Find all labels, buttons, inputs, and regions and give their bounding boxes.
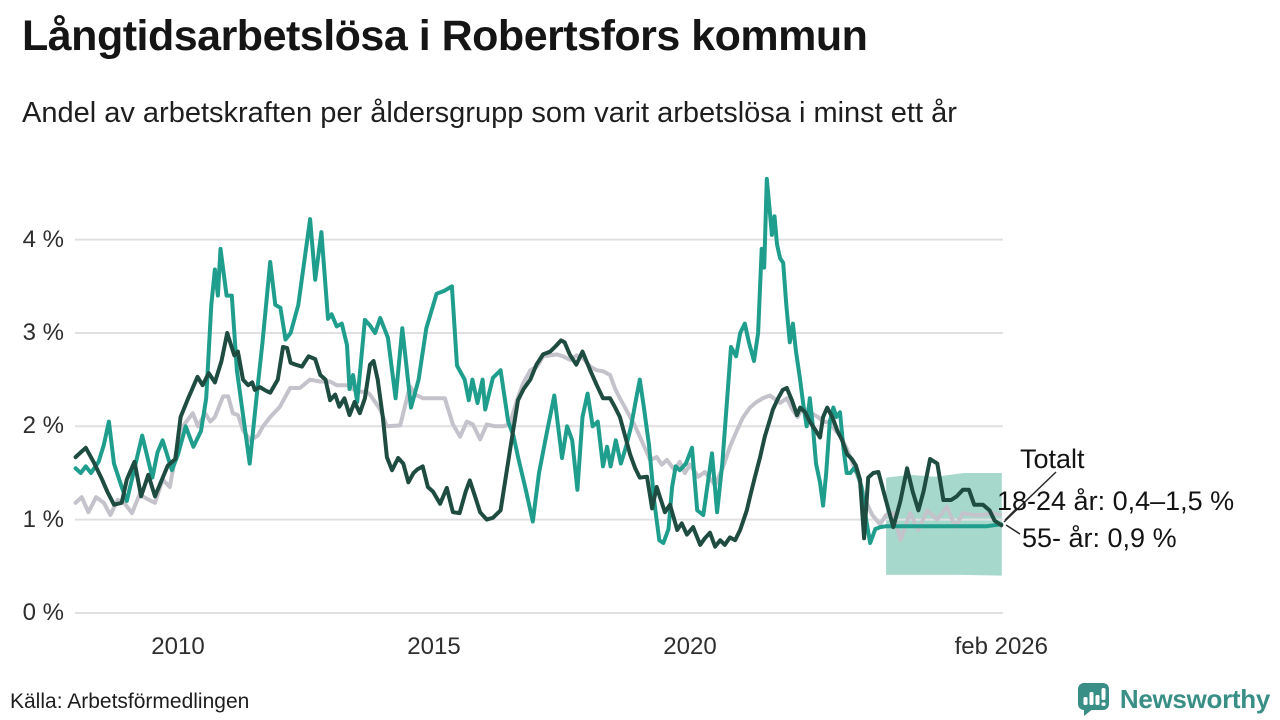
chart-subtitle: Andel av arbetskraften per åldersgrupp s…	[22, 97, 957, 129]
annotation-leader-line	[1005, 524, 1021, 535]
newsworthy-logo: Newsworthy	[1077, 682, 1270, 717]
source-note: Källa: Arbetsförmedlingen	[10, 690, 250, 713]
series-line-18-24-r	[73, 176, 1004, 545]
y-tick-label: 3 %	[22, 318, 64, 346]
x-tick-label: feb 2026	[954, 633, 1048, 660]
y-tick-label: 2 %	[22, 412, 64, 440]
newsworthy-wordmark: Newsworthy	[1119, 684, 1270, 714]
y-tick-label: 0 %	[22, 599, 64, 626]
newsworthy-bubble-chart-icon	[1077, 683, 1109, 716]
series-annotation: 18-24 år: 0,4–1,5 %	[997, 486, 1235, 516]
series-annotation: 55- år: 0,9 %	[1022, 523, 1177, 553]
page-title: Långtidsarbetslösa i Robertsfors kommun	[22, 12, 868, 60]
series-line-55-r	[73, 331, 1004, 549]
series-line-totalt	[73, 352, 1002, 543]
series-annotation: Totalt	[1020, 444, 1085, 474]
x-tick-label: 2015	[407, 633, 461, 660]
uncertainty-band	[886, 472, 1002, 576]
y-tick-label: 4 %	[22, 225, 64, 253]
x-tick-label: 2020	[663, 633, 717, 660]
y-tick-label: 1 %	[22, 505, 64, 533]
x-tick-label: 2010	[151, 633, 205, 660]
